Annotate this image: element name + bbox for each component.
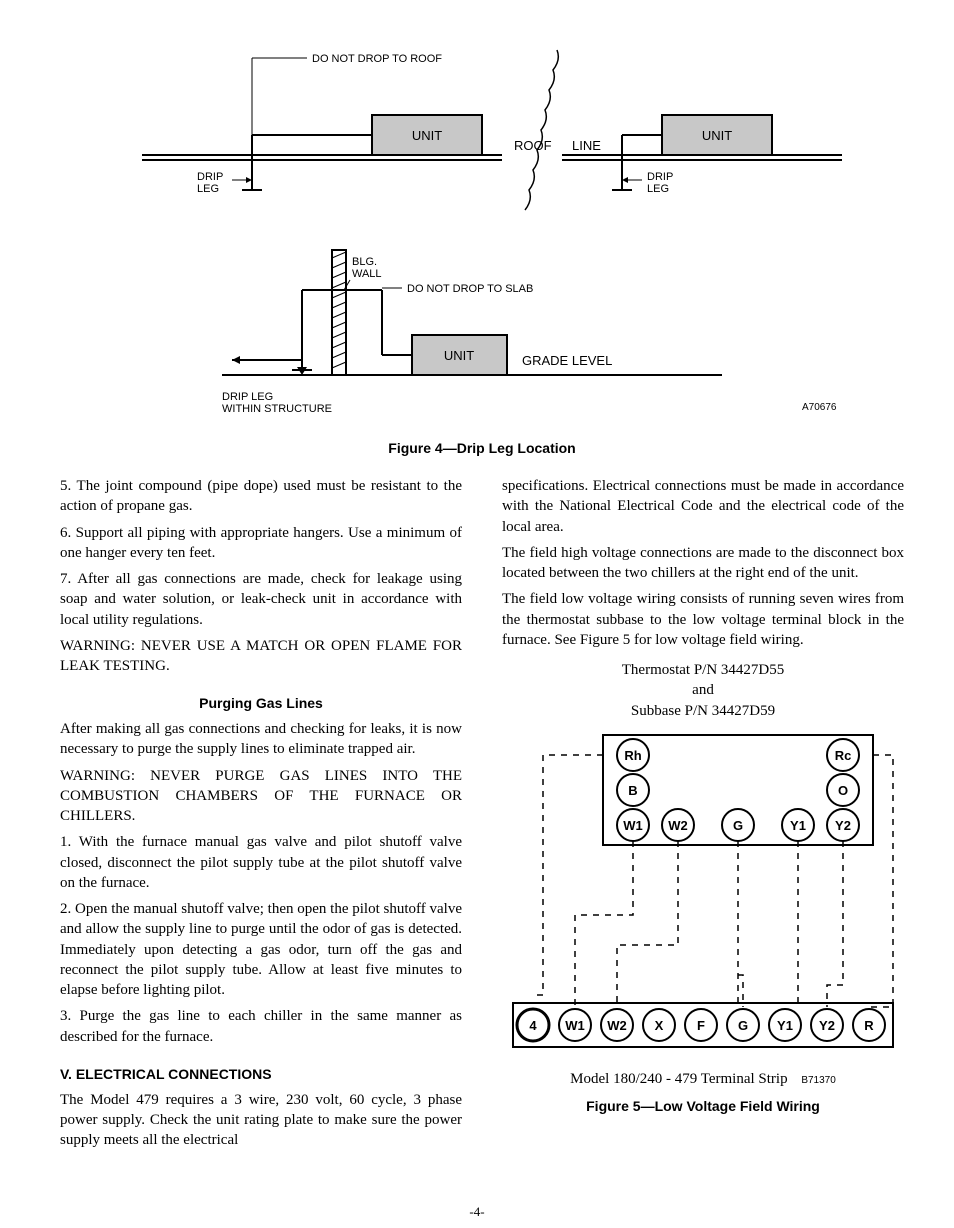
elec-heading: V. ELECTRICAL CONNECTIONS <box>60 1065 462 1084</box>
svg-text:W1: W1 <box>623 818 643 833</box>
svg-text:Y2: Y2 <box>835 818 851 833</box>
fig5-title1: Thermostat P/N 34427D55 <box>502 660 904 680</box>
svg-text:W2: W2 <box>607 1018 627 1033</box>
right-column: specifications. Electrical connections m… <box>502 476 904 1157</box>
fig4-line: LINE <box>572 138 601 153</box>
elec-p: The Model 479 requires a 3 wire, 230 vol… <box>60 1090 462 1151</box>
fig5-title3: Subbase P/N 34427D59 <box>502 701 904 721</box>
fig4-within2: WITHIN STRUCTURE <box>222 403 332 415</box>
svg-text:Rc: Rc <box>835 748 852 763</box>
svg-text:Y2: Y2 <box>819 1018 835 1033</box>
fig4-roof: ROOF <box>514 138 552 153</box>
fig4-blg: BLG. <box>352 256 377 268</box>
purge-heading: Purging Gas Lines <box>60 694 462 713</box>
fig4-unit-label-2: UNIT <box>702 128 732 143</box>
svg-text:B: B <box>628 783 637 798</box>
pp3: 3. Purge the gas line to each chiller in… <box>60 1006 462 1047</box>
svg-text:G: G <box>733 818 743 833</box>
svg-text:F: F <box>697 1018 705 1033</box>
fig4-no-drop-slab: DO NOT DROP TO SLAB <box>407 283 533 295</box>
purge-intro: After making all gas connections and che… <box>60 719 462 760</box>
page-number: -4- <box>0 1204 954 1220</box>
figure-5-svg: Rh Rc B O W1 W2 G Y1 Y2 4 W1 W2 X F G Y1 Y2 R <box>503 725 903 1065</box>
warn2: WARNING: NEVER PURGE GAS LINES INTO THE … <box>60 766 462 827</box>
fig4-grade: GRADE LEVEL <box>522 353 612 368</box>
fig5-title2: and <box>502 680 904 700</box>
svg-text:O: O <box>838 783 848 798</box>
fig4-within1: DRIP LEG <box>222 391 273 403</box>
fig4-drip-1b: LEG <box>197 183 219 195</box>
spec-p: specifications. Electrical connections m… <box>502 476 904 537</box>
figure-5: Thermostat P/N 34427D55 and Subbase P/N … <box>502 660 904 1116</box>
svg-text:W2: W2 <box>668 818 688 833</box>
fig4-drip-2a: DRIP <box>647 171 673 183</box>
svg-text:4: 4 <box>529 1018 537 1033</box>
pp1: 1. With the furnace manual gas valve and… <box>60 832 462 893</box>
fig4-no-drop-roof: DO NOT DROP TO ROOF <box>312 53 442 65</box>
fig4-drip-2b: LEG <box>647 183 669 195</box>
svg-text:X: X <box>655 1018 664 1033</box>
fig5-strip-label: Model 180/240 - 479 Terminal Strip <box>570 1071 787 1087</box>
p6: 6. Support all piping with appropriate h… <box>60 523 462 564</box>
fig4-unit-label-1: UNIT <box>412 128 442 143</box>
figure-4-svg: UNIT DRIP LEG DO NOT DROP TO ROOF ROOF L… <box>102 40 862 440</box>
fig4-code: A70676 <box>802 402 837 413</box>
left-column: 5. The joint compound (pipe dope) used m… <box>60 476 462 1157</box>
figure-4-caption: Figure 4—Drip Leg Location <box>60 440 904 456</box>
fig4-drip-1a: DRIP <box>197 171 223 183</box>
svg-text:W1: W1 <box>565 1018 585 1033</box>
svg-text:Y1: Y1 <box>777 1018 793 1033</box>
fig4-wall: WALL <box>352 268 382 280</box>
fig4-unit-label-3: UNIT <box>444 348 474 363</box>
svg-text:R: R <box>864 1018 874 1033</box>
warn1: WARNING: NEVER USE A MATCH OR OPEN FLAME… <box>60 636 462 677</box>
lv-p: The field low voltage wiring consists of… <box>502 589 904 650</box>
figure-4: UNIT DRIP LEG DO NOT DROP TO ROOF ROOF L… <box>60 40 904 456</box>
hv-p: The field high voltage connections are m… <box>502 543 904 584</box>
p5: 5. The joint compound (pipe dope) used m… <box>60 476 462 517</box>
body-columns: 5. The joint compound (pipe dope) used m… <box>60 476 904 1157</box>
figure-5-caption: Figure 5—Low Voltage Field Wiring <box>502 1097 904 1116</box>
svg-text:Y1: Y1 <box>790 818 806 833</box>
pp2: 2. Open the manual shutoff valve; then o… <box>60 899 462 1000</box>
fig5-code: B71370 <box>801 1075 835 1086</box>
p7: 7. After all gas connections are made, c… <box>60 569 462 630</box>
svg-text:G: G <box>738 1018 748 1033</box>
svg-text:Rh: Rh <box>624 748 641 763</box>
